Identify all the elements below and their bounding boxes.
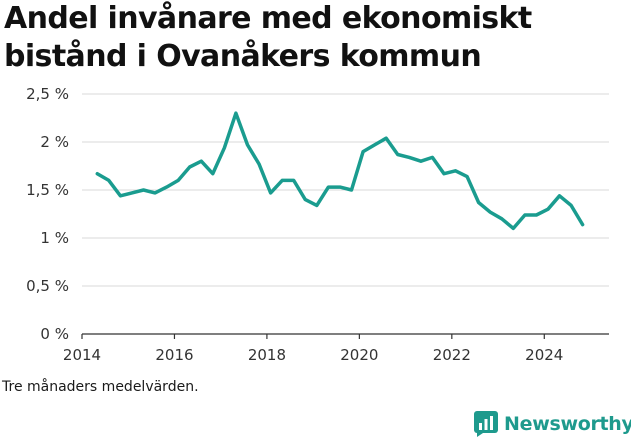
- newsworthy-logo: Newsworthy: [474, 407, 631, 441]
- brand-name: Newsworthy: [504, 413, 631, 435]
- x-axis: [81, 333, 609, 339]
- x-tick-label: 2022: [433, 346, 471, 364]
- x-tick-label: 2024: [525, 346, 563, 364]
- x-tick-label: 2020: [340, 346, 378, 364]
- series-line-layer: [95, 111, 585, 231]
- line-chart: 0 % 0,5 % 1 % 1,5 % 2 % 2,5 % 2014 2016 2018 202…: [26, 85, 609, 364]
- chart-title: Andel invånare med ekonomiskt bistånd i …: [4, 1, 532, 74]
- y-axis-labels: 0 % 0,5 % 1 % 1,5 % 2 % 2,5 %: [26, 85, 69, 343]
- y-tick-label: 2 %: [40, 133, 69, 151]
- y-tick-label: 0 %: [40, 325, 69, 343]
- x-tick-label: 2016: [155, 346, 193, 364]
- chart-note: Tre månaders medelvärden.: [2, 379, 199, 395]
- bar-chart-logo-icon: [474, 411, 498, 437]
- y-tick-label: 1,5 %: [26, 181, 69, 199]
- x-tick-label: 2014: [63, 346, 101, 364]
- y-tick-label: 1 %: [40, 229, 69, 247]
- x-tick-label: 2018: [248, 346, 286, 364]
- y-tick-label: 2,5 %: [26, 85, 69, 103]
- series-line: [95, 111, 585, 231]
- x-axis-labels: 2014 2016 2018 2020 2022 2024: [63, 346, 563, 364]
- y-tick-label: 0,5 %: [26, 277, 69, 295]
